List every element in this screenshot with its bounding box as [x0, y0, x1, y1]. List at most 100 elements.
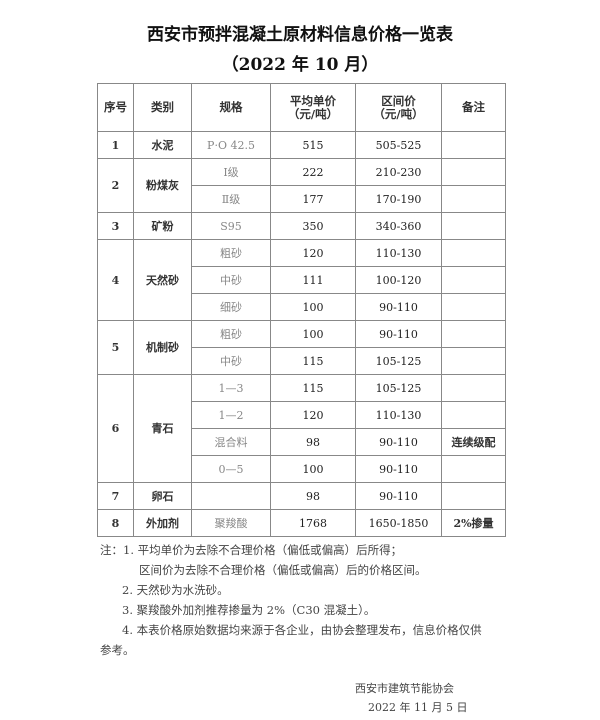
- cell-spec: 中砂: [191, 347, 271, 375]
- document-subtitle: （2022 年 10 月）: [221, 55, 379, 75]
- cell-avg-price: 177: [270, 185, 356, 213]
- table-row: 中砂 115 105-125: [98, 347, 506, 375]
- cell-note: 连续级配: [441, 428, 506, 456]
- header-avg-l1: 平均单价: [290, 93, 336, 108]
- notes: 注：1. 平均单价为去除不合理价格（偏低或偏高）后所得； 区间价为去除不合理价格…: [100, 540, 530, 660]
- cell-spec: 1—2: [191, 401, 271, 429]
- note-line: 参考。: [100, 643, 135, 657]
- cell-category: 卵石: [133, 482, 192, 510]
- cell-range-price: 1650-1850: [355, 509, 442, 537]
- note-line: 2. 天然砂为水洗砂。: [122, 583, 229, 597]
- cell-spec: Ⅰ级: [191, 158, 271, 186]
- cell-spec: [191, 482, 271, 510]
- cell-category: 外加剂: [133, 509, 192, 537]
- cell-note: [441, 185, 506, 213]
- cell-category: 水泥: [133, 131, 192, 159]
- cell-spec: 细砂: [191, 293, 271, 321]
- header-range-price: 区间价 （元/吨）: [355, 83, 442, 132]
- cell-avg-price: 350: [270, 212, 356, 240]
- table-header: 序号 类别 规格 平均单价 （元/吨） 区间价 （元/吨） 备注: [97, 83, 506, 132]
- cell-spec: 混合料: [191, 428, 271, 456]
- cell-avg-price: 98: [270, 428, 356, 456]
- cell-avg-price: 1768: [270, 509, 356, 537]
- cell-spec: 聚羧酸: [191, 509, 271, 537]
- cell-category: 矿粉: [133, 212, 192, 240]
- signature-org: 西安市建筑节能协会: [355, 682, 454, 695]
- note-line: 区间价为去除不合理价格（偏低或偏高）后的价格区间。: [139, 563, 427, 577]
- table-row: 4 天然砂 粗砂 120 110-130: [97, 239, 506, 321]
- header-category: 类别: [133, 83, 192, 132]
- cell-range-price: 105-125: [355, 374, 442, 402]
- table-row: 混合料 98 90-110 连续级配: [98, 428, 506, 456]
- table-row: 8 外加剂 聚羧酸 1768 1650-1850 2%掺量: [97, 509, 506, 537]
- cell-category: 机制砂: [133, 320, 192, 375]
- cell-note: [441, 266, 506, 294]
- note-line: 注：1. 平均单价为去除不合理价格（偏低或偏高）后所得；: [100, 543, 403, 557]
- cell-range-price: 105-125: [355, 347, 442, 375]
- cell-range-price: 90-110: [355, 320, 442, 348]
- cell-range-price: 110-130: [355, 239, 442, 267]
- cell-range-price: 90-110: [355, 293, 442, 321]
- cell-avg-price: 98: [270, 482, 356, 510]
- cell-note: [441, 239, 506, 267]
- cell-avg-price: 115: [270, 347, 356, 375]
- cell-spec: 粗砂: [191, 320, 271, 348]
- table-row: 1—2 120 110-130: [98, 401, 506, 429]
- table-row: 细砂 100 90-110: [98, 293, 506, 321]
- price-table: 序号 类别 规格 平均单价 （元/吨） 区间价 （元/吨） 备注 1 水泥 P·O 42…: [97, 83, 506, 537]
- cell-no: 2: [97, 158, 134, 213]
- document-title: 西安市预拌混凝土原材料信息价格一览表: [147, 25, 453, 45]
- table-row: 6 青石 1—3 115 105-125: [97, 374, 506, 483]
- cell-note: [441, 212, 506, 240]
- cell-avg-price: 100: [270, 455, 356, 483]
- cell-no: 1: [97, 131, 134, 159]
- cell-spec: 1—3: [191, 374, 271, 402]
- cell-category: 青石: [133, 374, 192, 483]
- header-spec: 规格: [191, 83, 271, 132]
- cell-range-price: 90-110: [355, 455, 442, 483]
- cell-range-price: 340-360: [355, 212, 442, 240]
- cell-no: 3: [97, 212, 134, 240]
- cell-note: [441, 320, 506, 348]
- cell-category: 粉煤灰: [133, 158, 192, 213]
- cell-avg-price: 120: [270, 239, 356, 267]
- cell-avg-price: 115: [270, 374, 356, 402]
- table-row: Ⅱ级 177 170-190: [98, 185, 506, 213]
- cell-range-price: 100-120: [355, 266, 442, 294]
- cell-avg-price: 515: [270, 131, 356, 159]
- table-row: 7 卵石 98 90-110: [97, 482, 506, 510]
- cell-range-price: 110-130: [355, 401, 442, 429]
- cell-category: 天然砂: [133, 239, 192, 321]
- cell-avg-price: 100: [270, 293, 356, 321]
- cell-avg-price: 120: [270, 401, 356, 429]
- cell-spec: S95: [191, 212, 271, 240]
- table-row: 3 矿粉 S95 350 340-360: [97, 212, 506, 240]
- signature-date: 2022 年 11 月 5 日: [368, 701, 468, 714]
- cell-note: [441, 158, 506, 186]
- table-row: 2 粉煤灰 Ⅰ级 222 210-230: [97, 158, 506, 213]
- cell-no: 4: [97, 239, 134, 321]
- cell-note: [441, 347, 506, 375]
- cell-avg-price: 222: [270, 158, 356, 186]
- cell-range-price: 170-190: [355, 185, 442, 213]
- cell-note: 2%掺量: [441, 509, 506, 537]
- cell-avg-price: 100: [270, 320, 356, 348]
- table-row: 1 水泥 P·O 42.5 515 505-525: [97, 131, 506, 159]
- cell-range-price: 505-525: [355, 131, 442, 159]
- cell-note: [441, 455, 506, 483]
- cell-no: 7: [97, 482, 134, 510]
- header-no: 序号: [97, 83, 134, 132]
- note-line: 3. 聚羧酸外加剂推荐掺量为 2%（C30 混凝土）。: [122, 603, 376, 617]
- table-row: 中砂 111 100-120: [98, 266, 506, 294]
- header-avg-price: 平均单价 （元/吨）: [270, 83, 356, 132]
- note-line: 4. 本表价格原始数据均来源于各企业，由协会整理发布，信息价格仅供: [122, 623, 482, 637]
- cell-spec: 中砂: [191, 266, 271, 294]
- cell-range-price: 90-110: [355, 482, 442, 510]
- cell-range-price: 210-230: [355, 158, 442, 186]
- cell-no: 5: [97, 320, 134, 375]
- cell-no: 8: [97, 509, 134, 537]
- header-avg-l2: （元/吨）: [287, 106, 339, 121]
- cell-spec: 0—5: [191, 455, 271, 483]
- cell-note: [441, 401, 506, 429]
